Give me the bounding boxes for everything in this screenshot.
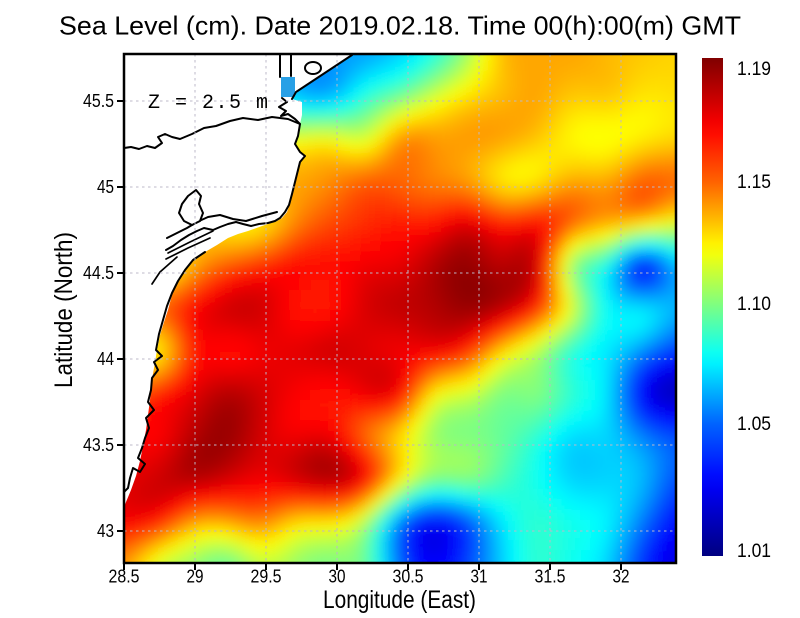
svg-text:30.5: 30.5 <box>393 567 424 587</box>
svg-text:43: 43 <box>97 521 114 541</box>
svg-text:Longitude (East): Longitude (East) <box>323 586 476 614</box>
svg-text:44: 44 <box>97 349 114 369</box>
svg-text:45: 45 <box>97 177 114 197</box>
svg-text:30: 30 <box>329 567 346 587</box>
svg-text:31: 31 <box>471 567 488 587</box>
svg-text:Latitude (North): Latitude (North) <box>50 232 78 388</box>
svg-text:Z = 2.5 m: Z = 2.5 m <box>148 92 270 115</box>
svg-text:29: 29 <box>187 567 204 587</box>
svg-text:32: 32 <box>613 567 630 587</box>
svg-text:44.5: 44.5 <box>83 263 114 283</box>
svg-text:28.5: 28.5 <box>109 567 140 587</box>
svg-text:1.01: 1.01 <box>737 541 771 562</box>
svg-text:1.05: 1.05 <box>737 414 771 435</box>
svg-text:Sea Level (cm). Date 2019.02.1: Sea Level (cm). Date 2019.02.18. Time 00… <box>59 11 741 41</box>
svg-text:1.15: 1.15 <box>737 172 771 193</box>
svg-text:45.5: 45.5 <box>83 91 114 111</box>
svg-text:1.10: 1.10 <box>737 294 771 315</box>
svg-text:29.5: 29.5 <box>251 567 282 587</box>
svg-text:31.5: 31.5 <box>535 567 566 587</box>
svg-text:1.19: 1.19 <box>737 59 771 80</box>
svg-text:43.5: 43.5 <box>83 435 114 455</box>
